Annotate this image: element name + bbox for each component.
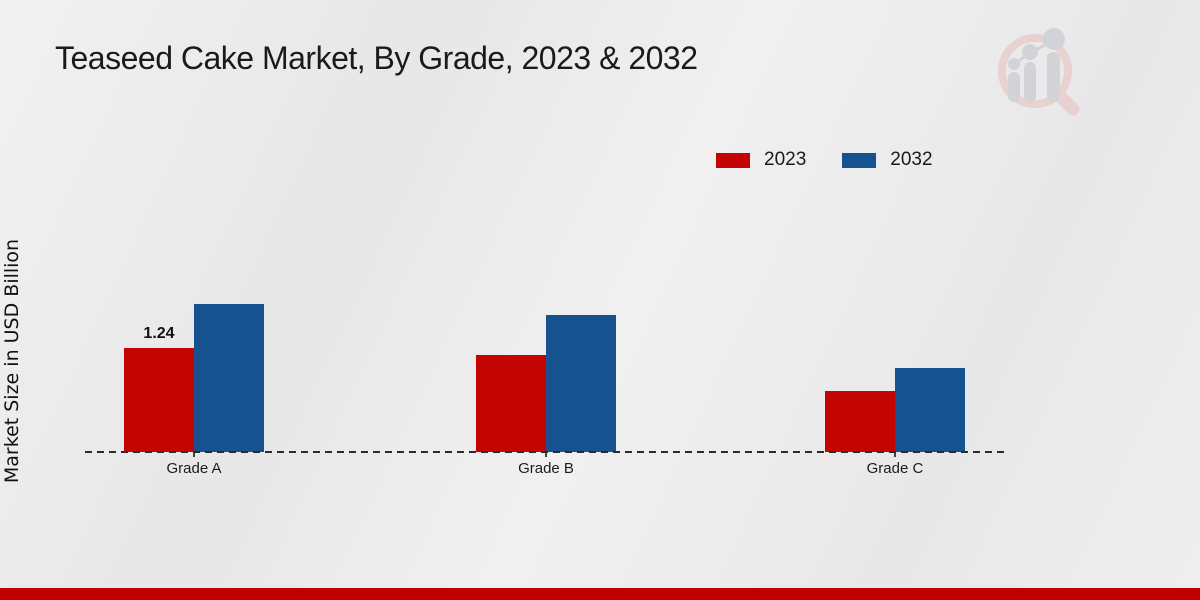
page-title: Teaseed Cake Market, By Grade, 2023 & 20… [55, 40, 698, 76]
footer-red-stripe [0, 588, 1200, 600]
legend: 2023 2032 [716, 149, 933, 171]
y-axis-label: Market Size in USD Billion [1, 238, 23, 484]
chart-plot-area: Grade A Grade B Grade C 1.24 [85, 120, 1007, 477]
legend-swatch-2023-icon [716, 152, 750, 168]
mrfr-watermark-logo-icon [998, 28, 1080, 116]
bar-2032-grade-c [895, 368, 965, 452]
x-tick-grade-a [193, 452, 195, 457]
bar-2023-grade-a [124, 348, 194, 452]
x-label-grade-a: Grade A [166, 460, 222, 477]
x-axis-baseline [85, 451, 1007, 453]
bar-2023-grade-b [476, 355, 546, 452]
legend-item-2032: 2032 [842, 149, 933, 171]
bar-2032-grade-a [194, 304, 264, 452]
legend-label-2023: 2023 [764, 149, 807, 170]
legend-item-2023: 2023 [716, 149, 806, 171]
x-tick-grade-b [545, 452, 547, 457]
legend-label-2032: 2032 [890, 149, 933, 170]
value-label-2023-grade-a: 1.24 [143, 325, 175, 342]
bar-2032-grade-b [546, 315, 616, 452]
x-label-grade-b: Grade B [518, 460, 574, 477]
bar-2023-grade-c [825, 391, 895, 452]
x-tick-grade-c [894, 452, 896, 457]
legend-swatch-2032-icon [842, 152, 877, 168]
x-label-grade-c: Grade C [866, 460, 924, 477]
